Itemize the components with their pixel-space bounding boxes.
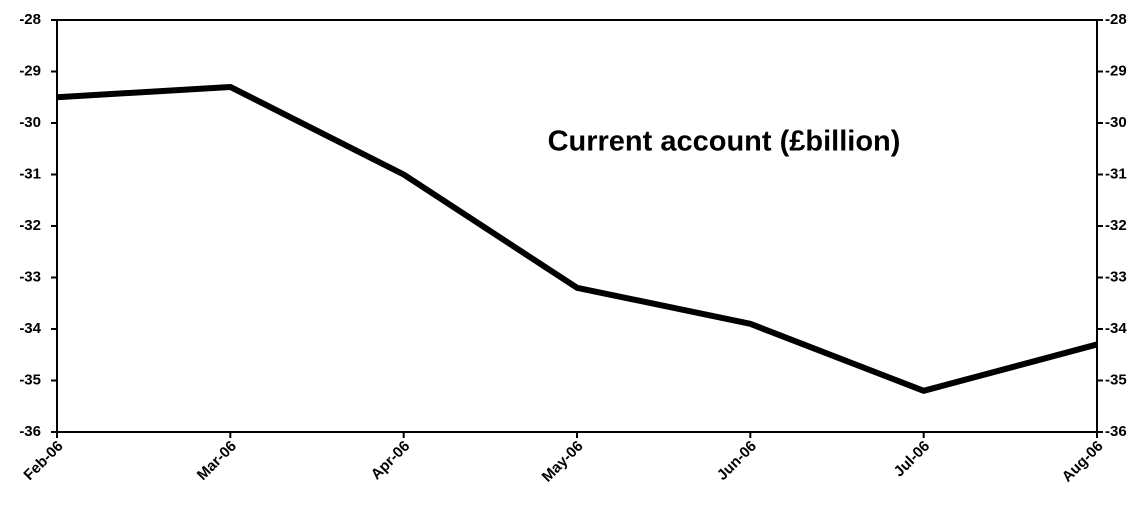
y-tick-label: -31 bbox=[19, 165, 41, 182]
x-tick-label: Apr-06 bbox=[368, 438, 414, 484]
y2-tick-label: -29 bbox=[1105, 62, 1127, 79]
y-tick-label: -33 bbox=[19, 268, 41, 285]
x-tick-label: May-06 bbox=[539, 438, 587, 486]
y-tick-label: -28 bbox=[19, 11, 41, 28]
x-tick-label: Aug-06 bbox=[1059, 438, 1107, 486]
y2-tick-label: -33 bbox=[1105, 268, 1127, 285]
y-tick-label: -36 bbox=[19, 423, 41, 440]
y-tick-label: -30 bbox=[19, 114, 41, 131]
y2-tick-label: -30 bbox=[1105, 114, 1127, 131]
y2-tick-label: -31 bbox=[1105, 165, 1127, 182]
y2-tick-label: -34 bbox=[1105, 320, 1127, 337]
y2-tick-label: -28 bbox=[1105, 11, 1127, 28]
plot-frame bbox=[56, 19, 1098, 433]
x-tick-label: Jun-06 bbox=[714, 438, 760, 484]
y-tick-label: -32 bbox=[19, 217, 41, 234]
x-tick-label: Jul-06 bbox=[891, 438, 934, 481]
y-tick-label: -34 bbox=[19, 320, 41, 337]
x-tick-label: Feb-06 bbox=[20, 438, 66, 484]
y-tick-label: -35 bbox=[19, 371, 41, 388]
line-series bbox=[56, 83, 1098, 394]
y2-tick-label: -36 bbox=[1105, 423, 1127, 440]
y-tick-label: -29 bbox=[19, 62, 41, 79]
x-tick-label: Mar-06 bbox=[194, 438, 240, 484]
y2-tick-label: -32 bbox=[1105, 217, 1127, 234]
chart-title: Current account (£billion) bbox=[548, 126, 901, 158]
y2-tick-label: -35 bbox=[1105, 371, 1127, 388]
